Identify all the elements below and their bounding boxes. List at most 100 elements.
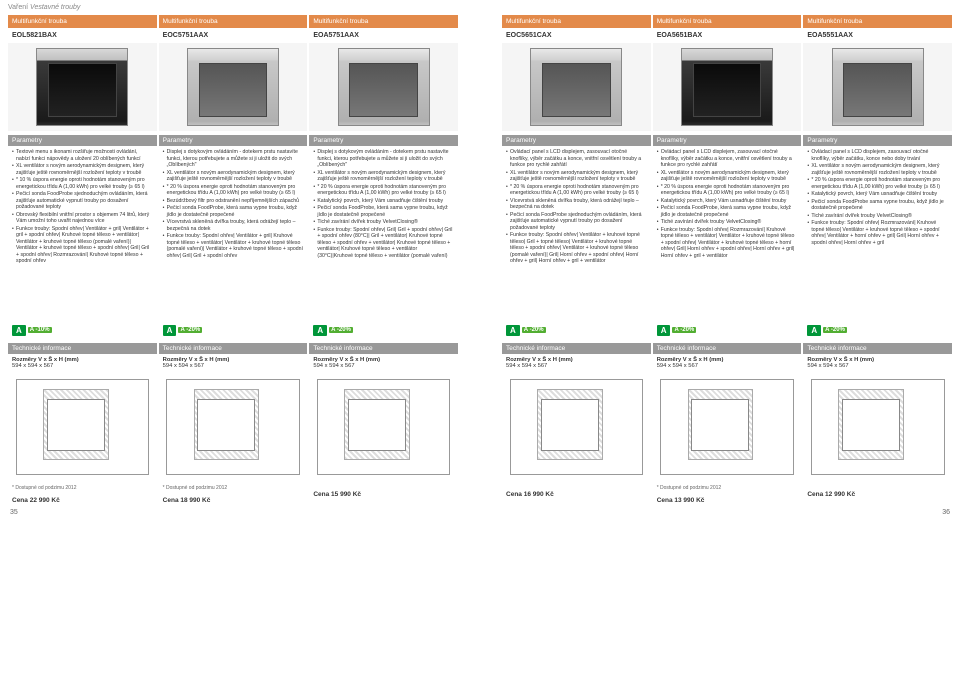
param-item: Tiché zavírání dvířek trouby VelvetClosi… xyxy=(807,213,948,220)
param-item: Displej s dotykovým ovládáním - dotekem … xyxy=(163,149,304,169)
param-item: Ovládací panel s LCD displejem, zasouvac… xyxy=(506,149,647,169)
model-code: EOA5651BAX xyxy=(653,28,802,41)
page-right: 36 xyxy=(942,509,950,516)
param-item: XL ventilátor s novým aerodynamickým des… xyxy=(807,163,948,176)
category-bar: Multifunkční trouba xyxy=(8,15,157,28)
param-item: XL ventilátor s novým aerodynamickým des… xyxy=(506,170,647,183)
product-column: Multifunkční trouba EOC5751AAX Parametry… xyxy=(159,15,308,507)
price-row: Cena 22 990 Kč xyxy=(8,494,157,507)
header: Vaření Vestavné trouby xyxy=(0,0,960,15)
energy-row: AA -20% xyxy=(309,321,458,339)
param-item: Tiché zavírání dvířek trouby VelvetClosi… xyxy=(657,219,798,226)
product-image xyxy=(159,43,308,131)
category-bar: Multifunkční trouba xyxy=(309,15,458,28)
price: Cena 13 990 Kč xyxy=(657,497,705,504)
category-bar: Multifunkční trouba xyxy=(502,15,651,28)
price: Cena 16 990 Kč xyxy=(506,491,554,498)
params-header: Parametry xyxy=(309,135,458,146)
param-item: XL ventilátor s novým aerodynamickým des… xyxy=(12,163,153,176)
param-item: * 20 % úspora energie oproti hodnotám st… xyxy=(807,177,948,190)
product-image xyxy=(803,43,952,131)
energy-label: A xyxy=(163,325,177,336)
price: Cena 22 990 Kč xyxy=(12,497,60,504)
energy-label: A xyxy=(807,325,821,336)
param-item: Katalytický povrch, který Vám usnadňuje … xyxy=(657,198,798,205)
price: Cena 12 990 Kč xyxy=(807,491,855,498)
availability: * Dostupné od podzimu 2012 xyxy=(12,485,77,491)
product-columns: Multifunkční trouba EOL5821BAX Parametry… xyxy=(8,15,952,507)
category-bar: Multifunkční trouba xyxy=(159,15,308,28)
product-column: Multifunkční trouba EOA5651BAX Parametry… xyxy=(653,15,802,507)
product-image xyxy=(653,43,802,131)
energy-row: AA -20% xyxy=(502,321,651,339)
tech-header: Technické informace xyxy=(8,343,157,354)
param-item: * 20 % úspora energie oproti hodnotám st… xyxy=(506,184,647,197)
params-list: Textové menu s ikonami rozšiřuje možnost… xyxy=(8,146,157,321)
price-row: Cena 13 990 Kč xyxy=(653,494,802,507)
price-row: Cena 12 990 Kč xyxy=(803,488,952,501)
energy-label: A xyxy=(657,325,671,336)
energy-sub: A -10% xyxy=(28,327,52,333)
energy-row: AA -10% xyxy=(8,321,157,339)
availability: * Dostupné od podzimu 2012 xyxy=(657,485,722,491)
tech-header: Technické informace xyxy=(159,343,308,354)
model-code: EOA5751AAX xyxy=(309,28,458,41)
param-item: Pečicí sonda FoodProbe, která sama vypne… xyxy=(657,205,798,218)
param-item: Funkce trouby: Spodní ohřev| Rozmrazován… xyxy=(807,220,948,246)
model-code: EOA5551AAX xyxy=(803,28,952,41)
tech-header: Technické informace xyxy=(653,343,802,354)
tech-header: Technické informace xyxy=(309,343,458,354)
param-item: Textové menu s ikonami rozšiřuje možnost… xyxy=(12,149,153,162)
price: Cena 15 990 Kč xyxy=(313,491,361,498)
param-item: Pečicí sonda FoodProbe, která sama vypne… xyxy=(313,205,454,218)
param-item: Ovládací panel s LCD displejem, zasouvac… xyxy=(657,149,798,169)
energy-sub: A -20% xyxy=(823,327,847,333)
energy-sub: A -20% xyxy=(672,327,696,333)
param-item: XL ventilátor s novým aerodynamickým des… xyxy=(313,170,454,183)
breadcrumb: Vaření Vestavné trouby xyxy=(8,4,80,11)
params-header: Parametry xyxy=(803,135,952,146)
tech-dims: Rozměry V x Š x H (mm)594 x 594 x 567 xyxy=(502,354,651,372)
energy-row: AA -20% xyxy=(159,321,308,339)
param-item: Funkce trouby: Spodní ohřev| Ventilátor … xyxy=(163,233,304,259)
model-code: EOL5821BAX xyxy=(8,28,157,41)
product-image xyxy=(8,43,157,131)
footer-row: * Dostupné od podzimu 2012 xyxy=(159,482,308,494)
energy-label: A xyxy=(12,325,26,336)
product-column: Multifunkční trouba EOL5821BAX Parametry… xyxy=(8,15,157,507)
param-item: Funkce trouby: Spodní ohřev| Gril| Gril … xyxy=(313,227,454,260)
price-row: Cena 18 990 Kč xyxy=(159,494,308,507)
install-diagram xyxy=(159,372,308,482)
param-item: * 10 % úspora energie oproti hodnotám st… xyxy=(12,177,153,190)
install-diagram xyxy=(8,372,157,482)
param-item: Obrovský flexibilní vnitřní prostor s ob… xyxy=(12,212,153,225)
param-item: XL ventilátor s novým aerodynamickým des… xyxy=(163,170,304,183)
product-image xyxy=(502,43,651,131)
availability: * Dostupné od podzimu 2012 xyxy=(163,485,228,491)
param-item: Ovládací panel s LCD displejem, zasouvac… xyxy=(807,149,948,162)
param-item: Funkce trouby: Spodní ohřev| Rozmrazován… xyxy=(657,227,798,260)
energy-row: AA -20% xyxy=(803,321,952,339)
energy-label: A xyxy=(313,325,327,336)
price-row: Cena 15 990 Kč xyxy=(309,488,458,501)
tech-header: Technické informace xyxy=(502,343,651,354)
tech-dims: Rozměry V x Š x H (mm)594 x 594 x 567 xyxy=(803,354,952,372)
model-code: EOC5651CAX xyxy=(502,28,651,41)
product-column: Multifunkční trouba EOA5751AAX Parametry… xyxy=(309,15,458,507)
params-header: Parametry xyxy=(159,135,308,146)
footer-row: * Dostupné od podzimu 2012 xyxy=(8,482,157,494)
param-item: * 20 % úspora energie oproti hodnotám st… xyxy=(163,184,304,197)
param-item: Pečicí sonda FoodProbe sama vypne troubu… xyxy=(807,199,948,212)
tech-dims: Rozměry V x Š x H (mm)594 x 594 x 567 xyxy=(159,354,308,372)
params-list: Ovládací panel s LCD displejem, zasouvac… xyxy=(502,146,651,321)
param-item: Tiché zavírání dvířek trouby VelvetClosi… xyxy=(313,219,454,226)
param-item: Vícevrstvá skleněná dvířka trouby, která… xyxy=(163,219,304,232)
param-item: Pečicí sonda FoodProbe sjednoduchým ovlá… xyxy=(12,191,153,211)
page-left: 35 xyxy=(10,509,18,516)
params-list: Displej s dotykovým ovládáním - dotekem … xyxy=(159,146,308,321)
install-diagram xyxy=(309,372,458,482)
category-bar: Multifunkční trouba xyxy=(653,15,802,28)
params-list: Ovládací panel s LCD displejem, zasouvac… xyxy=(803,146,952,321)
energy-row: AA -20% xyxy=(653,321,802,339)
param-item: Katalytický povrch, který Vám usnadňuje … xyxy=(807,191,948,198)
